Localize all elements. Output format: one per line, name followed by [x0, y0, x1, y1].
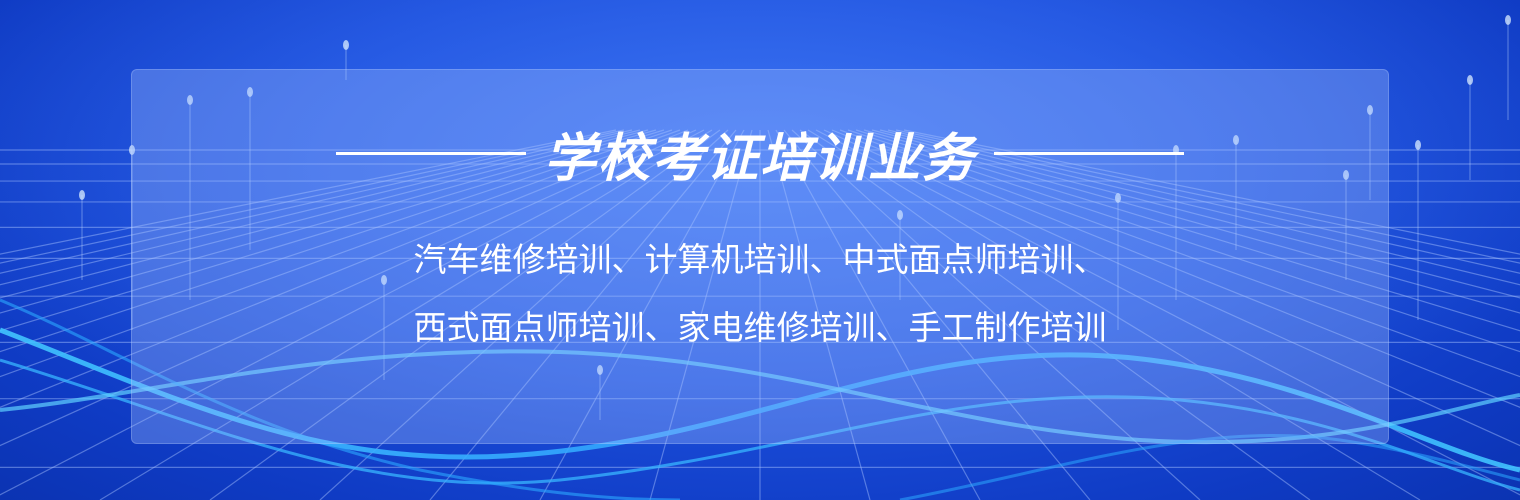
wave-ribbon	[899, 433, 1520, 500]
headline-rule-right	[994, 151, 1184, 155]
grid-line	[887, 129, 1520, 274]
grid-line	[99, 129, 713, 500]
grid-line	[319, 129, 729, 500]
light-pin-dot	[247, 87, 253, 97]
light-pin-dot	[129, 145, 135, 155]
grid-line	[0, 129, 697, 447]
headline: 学校考证培训业务	[543, 128, 976, 189]
light-pin-dot	[897, 210, 903, 220]
headline-row: 学校考证培训业务	[0, 118, 1520, 189]
grid-line	[0, 129, 633, 274]
light-pin-dot	[1115, 193, 1121, 203]
grid-line	[895, 129, 1520, 264]
light-pin-dot	[343, 40, 349, 50]
grid-line	[0, 129, 689, 408]
light-pin-dot	[381, 275, 387, 285]
wave-ribbon	[0, 349, 1520, 445]
grid-line	[839, 129, 1520, 378]
grid-line	[0, 129, 705, 496]
grid-line	[871, 129, 1520, 299]
light-pin-dot	[1233, 135, 1239, 145]
grid-line	[855, 129, 1520, 332]
light-pin-dot	[1505, 15, 1511, 25]
grid-line	[429, 129, 737, 500]
grid-line	[539, 129, 745, 500]
light-pin-dot	[1467, 75, 1473, 85]
grid-line	[903, 129, 1520, 255]
wave-ribbon	[0, 327, 1520, 473]
wave-ribbon	[0, 298, 681, 500]
grid-line	[649, 129, 753, 500]
grid-line	[0, 129, 625, 264]
grid-line	[0, 129, 665, 332]
grid-line	[0, 129, 657, 314]
light-pins	[79, 15, 1511, 420]
wave-ribbons	[0, 298, 1520, 500]
services-line-1: 汽车维修培训、计算机培训、中式面点师培训、	[413, 240, 1107, 279]
light-pin-dot	[1415, 140, 1421, 150]
grid-line	[767, 129, 871, 500]
grid-line	[0, 129, 641, 286]
perspective-grid	[0, 129, 1520, 500]
light-pin-dot	[597, 365, 603, 375]
services-line-2: 西式面点师培训、家电维修培训、手工制作培训	[413, 308, 1107, 347]
grid-line	[0, 129, 673, 353]
grid-line	[815, 129, 1520, 496]
grid-line	[775, 129, 981, 500]
headline-rule-left	[335, 151, 526, 155]
grid-line	[823, 129, 1520, 447]
grid-line	[0, 129, 617, 255]
grid-line	[0, 129, 649, 299]
grid-line	[0, 129, 681, 378]
light-pin-dot	[79, 190, 85, 200]
grid-line	[847, 129, 1520, 353]
grid-line	[831, 129, 1520, 408]
grid-line	[879, 129, 1520, 286]
light-pin-dot	[1367, 105, 1373, 115]
light-pin-dot	[1343, 170, 1349, 180]
grid-line	[863, 129, 1520, 314]
grid-line	[783, 129, 1091, 500]
light-pin-dot	[187, 95, 193, 105]
translucent-panel	[131, 69, 1389, 444]
